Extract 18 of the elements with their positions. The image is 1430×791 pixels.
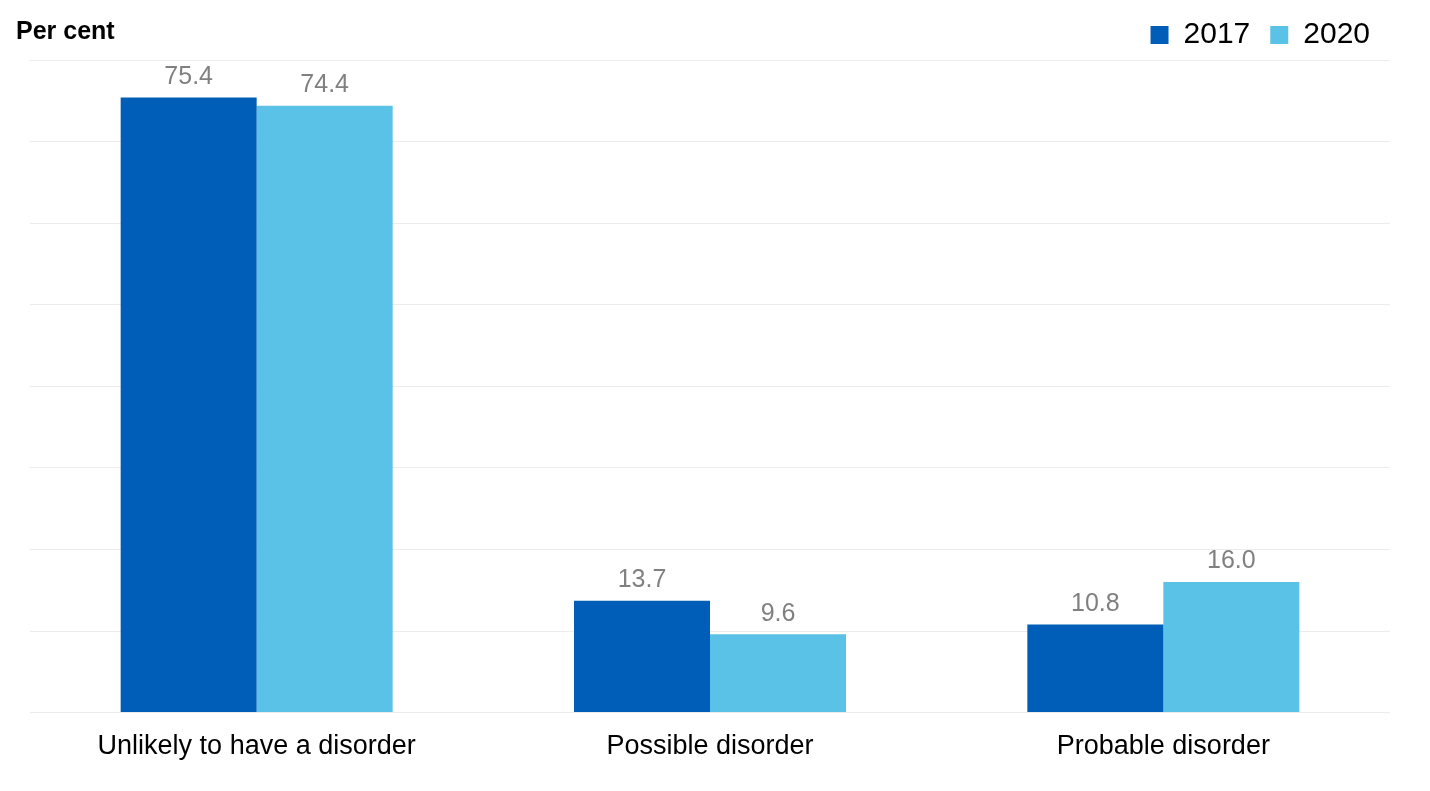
legend-label: 2017 xyxy=(1183,16,1251,50)
data-label: 16.0 xyxy=(1207,545,1256,574)
bar xyxy=(256,105,393,713)
x-tick-label: Probable disorder xyxy=(1056,730,1270,761)
data-label: 13.7 xyxy=(617,564,667,593)
bar xyxy=(1163,582,1300,713)
data-label: 75.4 xyxy=(164,60,214,89)
bar xyxy=(710,634,846,713)
data-label: 10.8 xyxy=(1071,587,1120,616)
x-tick-label: Possible disorder xyxy=(606,730,814,761)
data-label: 74.4 xyxy=(300,69,350,98)
bar xyxy=(574,600,710,713)
x-tick-label: Unlikely to have a disorder xyxy=(97,730,416,761)
bar xyxy=(1027,624,1164,713)
y-axis-title: Per cent xyxy=(16,16,115,45)
legend-label: 2020 xyxy=(1303,16,1371,50)
bar xyxy=(120,97,257,713)
data-label: 9.6 xyxy=(760,597,796,626)
